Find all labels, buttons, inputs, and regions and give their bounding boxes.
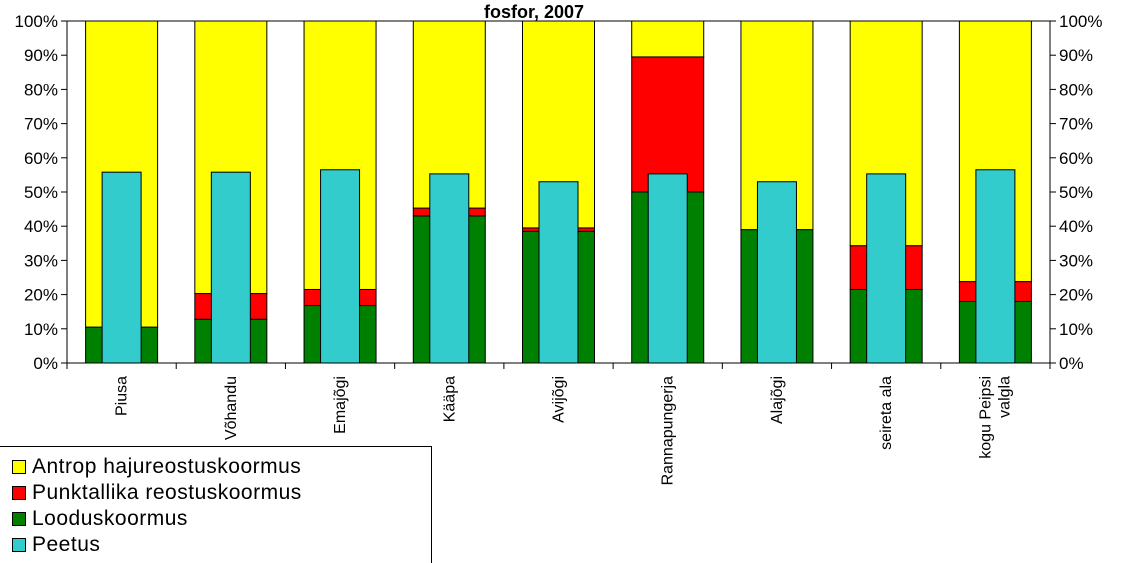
bar-peetus [647,173,688,364]
bar-peetus [975,169,1016,364]
bar-peetus [756,181,797,364]
y-tick-label-left: 0% [33,354,58,373]
legend-swatch [12,460,26,474]
y-tick-label-right: 100% [1059,12,1102,31]
y-tick-label-left: 50% [24,183,58,202]
bar-peetus [538,181,579,364]
y-tick-label-left: 60% [24,149,58,168]
y-tick-label-right: 40% [1059,217,1093,236]
y-tick-label-left: 30% [24,251,58,270]
y-tick-label-right: 10% [1059,320,1093,339]
category-label: Piusa [114,376,131,416]
legend-swatch [12,486,26,500]
legend-swatch [12,538,26,552]
legend-item: Antrop hajureostuskoormus [12,454,431,480]
bar-peetus [429,173,470,364]
category-label: Emajõgi [332,376,349,434]
y-tick-label-right: 0% [1059,354,1084,373]
y-tick-label-left: 90% [24,46,58,65]
legend-label: Punktallika reostuskoormus [32,481,302,504]
legend-swatch [12,512,26,526]
category-label: Võhandu [223,376,240,440]
legend-item: Punktallika reostuskoormus [12,480,431,506]
bar-antrop-hajureostuskoormus [631,20,705,58]
y-tick-label-left: 40% [24,217,58,236]
y-tick-label-left: 100% [15,12,58,31]
legend-label: Looduskoormus [32,507,188,530]
legend-label: Peetus [32,533,101,556]
chart-title: fosfor, 2007 [484,2,584,22]
bar-peetus [101,171,142,364]
legend: Antrop hajureostuskoormus Punktallika reo… [0,446,432,563]
category-label: seireta ala [878,376,895,450]
y-tick-label-right: 50% [1059,183,1093,202]
category-label: Kääpa [441,376,458,422]
category-label: Alajõgi [769,376,786,424]
y-tick-label-right: 20% [1059,286,1093,305]
bar-peetus [320,169,361,364]
y-tick-label-left: 20% [24,286,58,305]
plot-area: 0% 0% 10% 10% 20% 20% 30% 30% 40% 40% 50% 50% 60% 60%… [15,12,1103,485]
bar-punktallika-reostuskoormus [631,56,705,193]
y-tick-label-left: 80% [24,80,58,99]
y-tick-label-right: 80% [1059,80,1093,99]
legend-item: Peetus [12,532,431,558]
y-tick-label-right: 60% [1059,149,1093,168]
category-label: Avijõgi [551,376,568,423]
y-tick-label-right: 30% [1059,251,1093,270]
bar-peetus [866,173,907,364]
y-tick-label-right: 70% [1059,115,1093,134]
legend-label: Antrop hajureostuskoormus [32,455,302,478]
y-tick-label-right: 90% [1059,46,1093,65]
category-label: Rannapungerja [660,376,677,486]
y-tick-label-left: 10% [24,320,58,339]
category-label: kogu Peipsi valgla [977,376,1013,459]
legend-item: Looduskoormus [12,506,431,532]
bar-peetus [210,171,251,364]
y-tick-label-left: 70% [24,115,58,134]
